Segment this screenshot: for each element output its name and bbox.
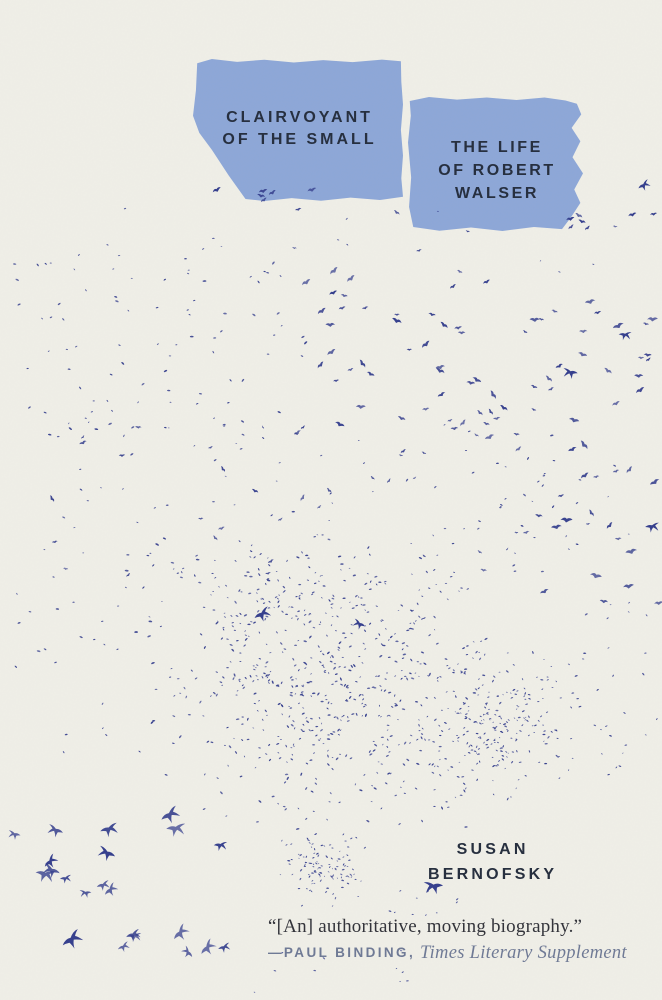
author-last-name: BERNOFSKY [427,866,558,883]
review-attribution: —PAUL BINDING, Times Literary Supplement [268,943,648,964]
subtitle-line: WALSER [454,185,540,202]
subtitle-line: OF ROBERT [438,162,556,179]
review-attribution-source: Times Literary Supplement [415,943,627,963]
review-blurb: “[An] authoritative, moving biography.” … [268,915,648,964]
author-first-name: SUSAN [456,841,529,858]
review-attribution-name: —PAUL BINDING, [268,945,416,960]
title-box-secondary: THE LIFE OF ROBERT WALSER [408,97,583,231]
author-name: SUSAN BERNOFSKY [406,837,576,887]
title-box-primary: CLAIRVOYANT OF THE SMALL [193,59,403,201]
subtitle-line: THE LIFE [451,139,543,156]
review-quote: “[An] authoritative, moving biography.” [268,916,583,937]
title-line: OF THE SMALL [222,131,377,148]
title-line: CLAIRVOYANT [226,109,373,126]
